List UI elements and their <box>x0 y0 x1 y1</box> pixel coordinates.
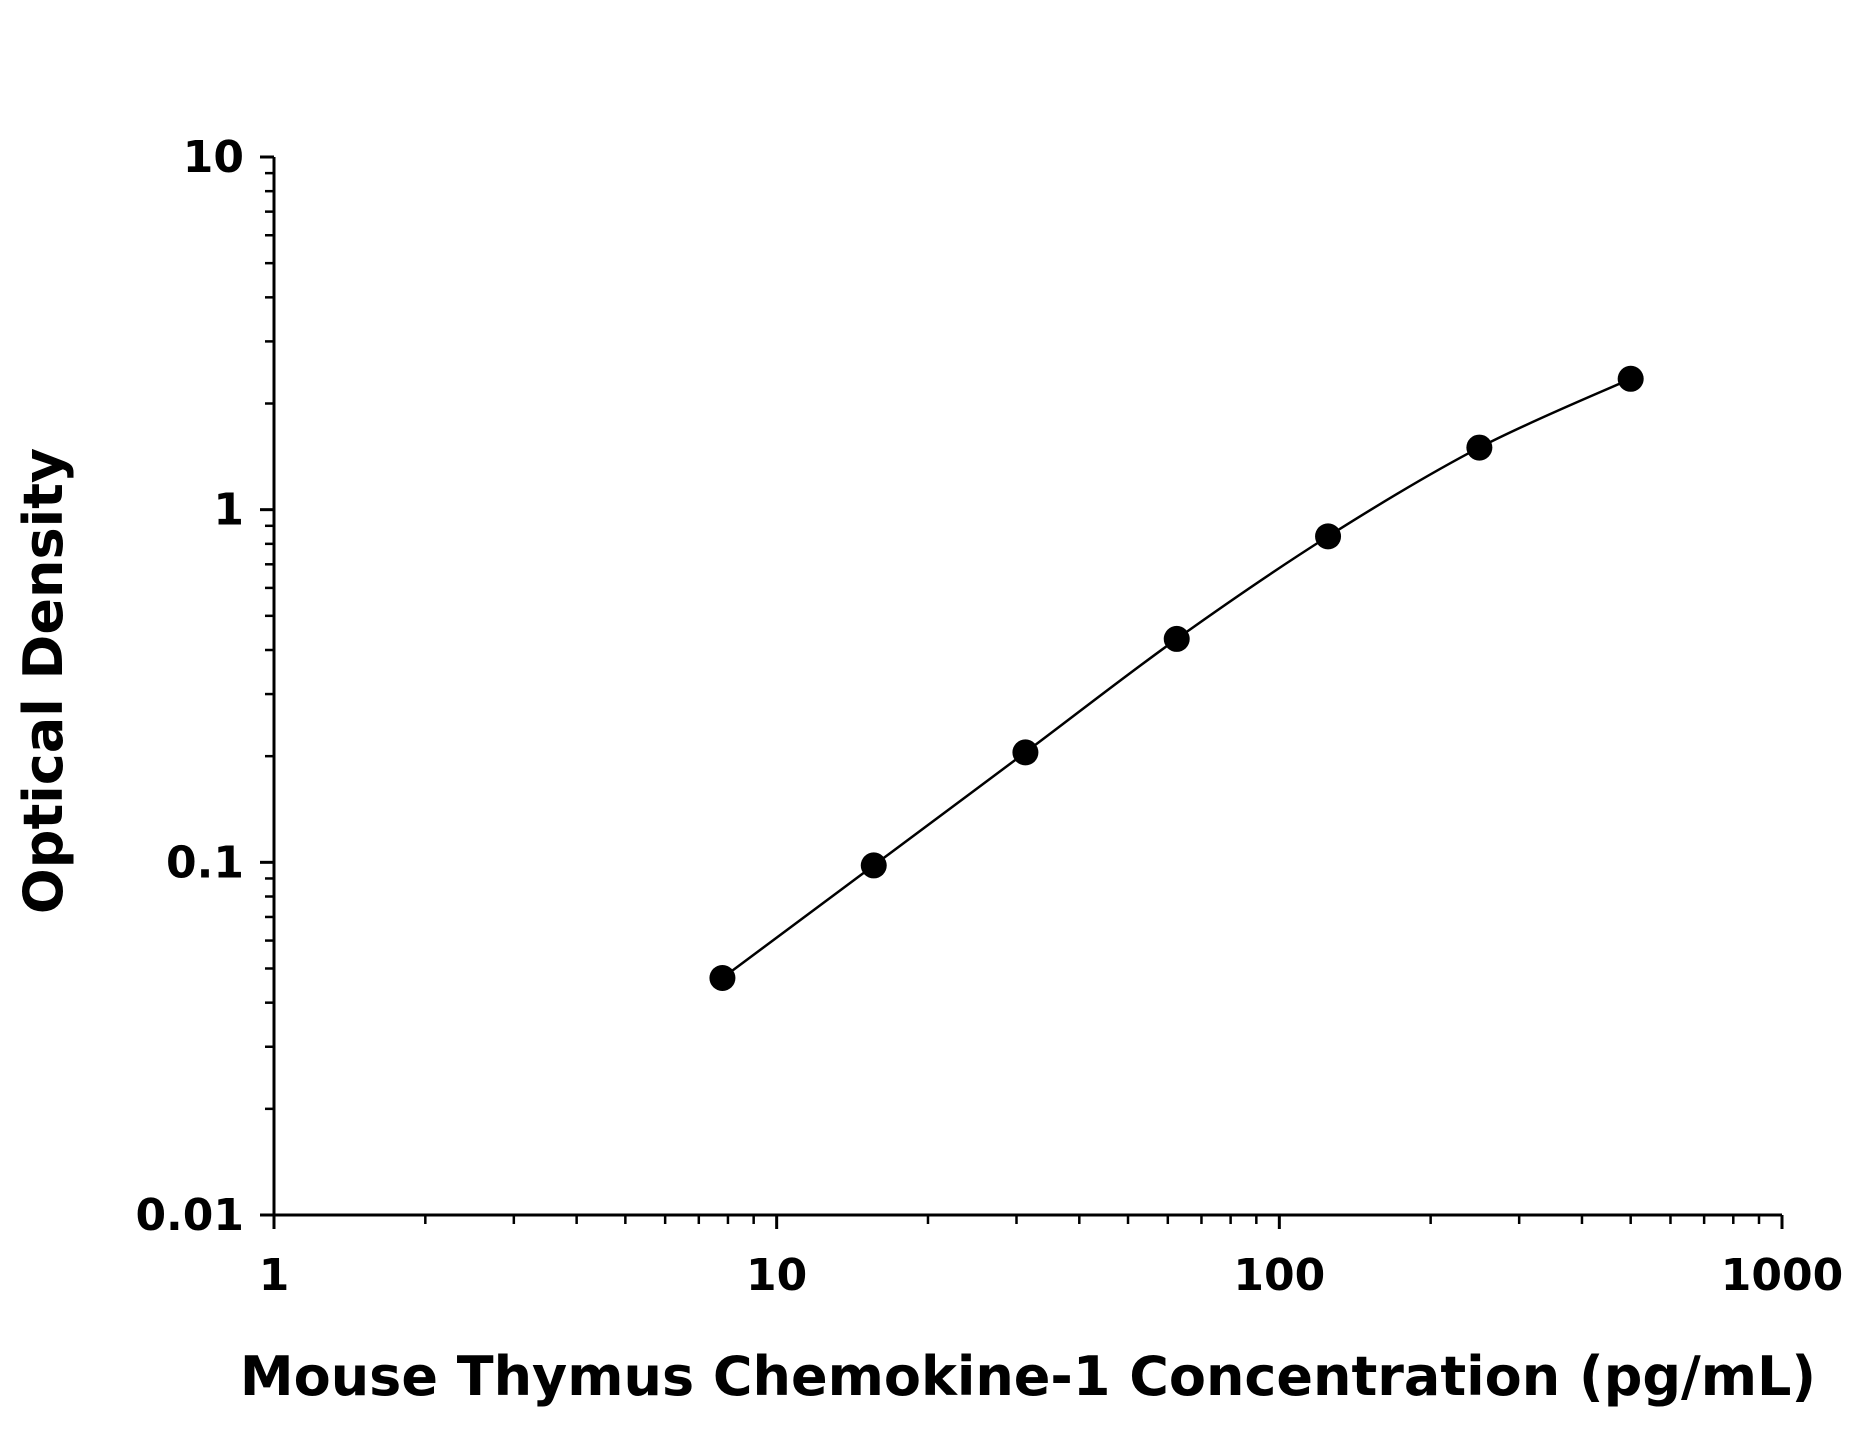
y-tick-label: 0.1 <box>166 837 244 888</box>
data-points <box>709 365 1644 991</box>
data-point <box>1163 625 1190 652</box>
x-tick-label: 1000 <box>1721 1250 1843 1301</box>
data-point <box>1466 434 1493 461</box>
data-point <box>1617 365 1644 392</box>
fit-curve <box>721 377 1632 979</box>
data-point <box>860 852 887 879</box>
y-tick-label: 1 <box>213 485 244 536</box>
data-point <box>1315 523 1342 550</box>
y-axis-title: Optical Density <box>12 448 75 914</box>
x-axis-title: Mouse Thymus Chemokine-1 Concentration (… <box>240 1345 1816 1408</box>
axes: 1 10 100 1000 0.01 0.1 1 10 <box>135 132 1843 1301</box>
fit-curve-layer <box>721 377 1632 979</box>
x-tick-label: 10 <box>746 1250 807 1301</box>
data-point <box>1012 739 1039 766</box>
x-tick-label: 100 <box>1233 1250 1325 1301</box>
data-point <box>709 964 736 991</box>
y-tick-label: 0.01 <box>135 1190 244 1241</box>
x-tick-label: 1 <box>259 1250 290 1301</box>
y-tick-label: 10 <box>183 132 244 183</box>
